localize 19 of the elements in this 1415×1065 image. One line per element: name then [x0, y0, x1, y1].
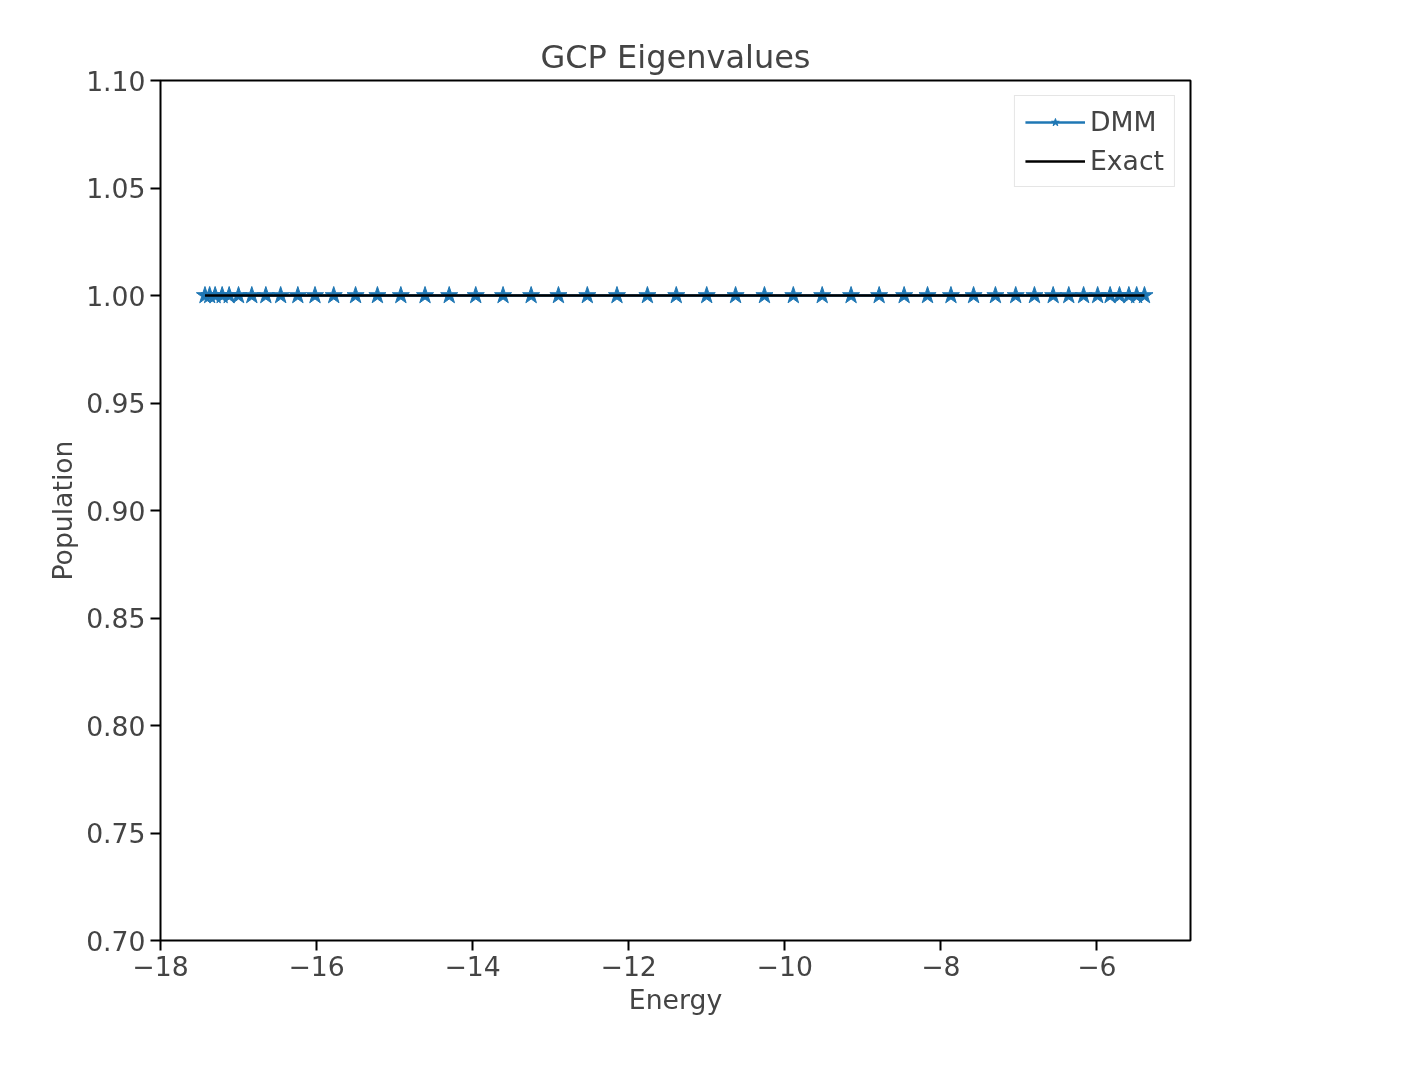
y-tick-label: 1.00	[86, 280, 146, 312]
legend-label: Exact	[1089, 145, 1164, 176]
chart-title: GCP Eigenvalues	[540, 37, 811, 76]
y-tick-label: 0.80	[86, 710, 146, 742]
x-tick-label: −12	[600, 950, 657, 982]
x-axis-title: Energy	[628, 983, 723, 1015]
x-tick-label: −8	[921, 950, 961, 982]
x-tick-label: −14	[444, 950, 501, 982]
y-tick-label: 0.90	[86, 495, 146, 527]
x-tick-label: −6	[1077, 950, 1117, 982]
y-axis-title: Population	[47, 440, 79, 581]
y-tick-label: 0.95	[86, 388, 146, 419]
y-tick-label: 0.75	[86, 818, 146, 849]
legend-label: DMM	[1089, 106, 1157, 137]
y-tick-label: 1.05	[86, 173, 146, 204]
y-tick-label: 1.10	[86, 65, 146, 97]
x-tick-label: −16	[288, 950, 345, 982]
x-tick-label: −10	[756, 950, 813, 982]
y-tick-label: 0.85	[86, 603, 146, 634]
